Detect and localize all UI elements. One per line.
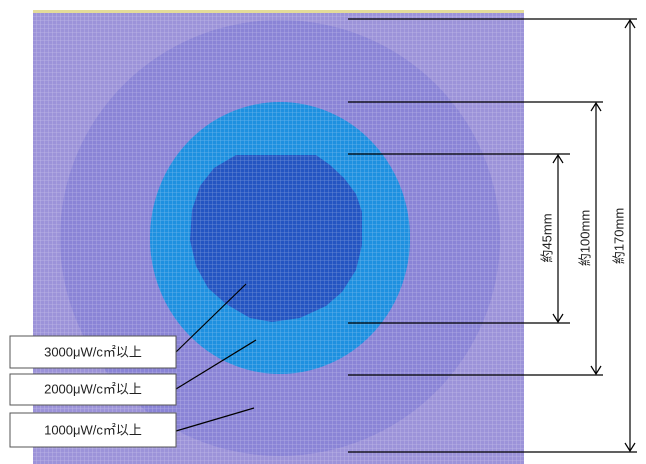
reference-lines — [348, 18, 637, 453]
legend-2000: 2000μW/c㎡以上 — [9, 373, 177, 406]
dimension-arrows — [552, 18, 636, 453]
dimension-label-170mm: 約170mm — [611, 208, 626, 264]
dimension-label-100mm: 約100mm — [577, 210, 592, 266]
legend-1000-label: 1000μW/c㎡以上 — [44, 422, 142, 437]
legend-3000-label: 3000μW/c㎡以上 — [44, 344, 142, 359]
legend-3000: 3000μW/c㎡以上 — [9, 335, 177, 369]
legend-2000-label: 2000μW/c㎡以上 — [44, 381, 142, 396]
top-strip — [33, 10, 524, 13]
leader-lines — [175, 283, 257, 432]
dimension-label-45mm: 約45mm — [539, 213, 554, 262]
legend-1000: 1000μW/c㎡以上 — [9, 412, 177, 448]
